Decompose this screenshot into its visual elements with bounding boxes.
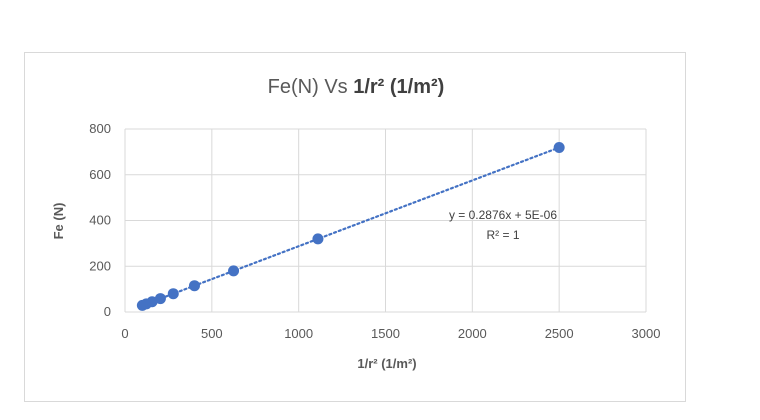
data-point bbox=[167, 288, 179, 300]
data-points bbox=[136, 142, 565, 311]
x-tick-label: 1000 bbox=[284, 326, 313, 341]
x-tick-label: 1500 bbox=[371, 326, 400, 341]
trendline-r-squared: R² = 1 bbox=[486, 228, 519, 242]
chart-title-normal: Fe(N) Vs bbox=[268, 76, 354, 98]
y-axis-title: Fe (N) bbox=[51, 203, 66, 240]
data-point bbox=[228, 265, 240, 277]
data-point bbox=[188, 280, 200, 292]
y-tick-label: 200 bbox=[89, 258, 111, 273]
data-point bbox=[553, 142, 565, 154]
scatter-chart: Fe(N) Vs 1/r² (1/m²) 0 200 400 600 800 0 500 10… bbox=[51, 76, 660, 371]
x-tick-label: 2000 bbox=[458, 326, 487, 341]
data-point bbox=[312, 233, 324, 245]
x-tick-label: 0 bbox=[121, 326, 128, 341]
chart-frame: Fe(N) Vs 1/r² (1/m²) 0 200 400 600 800 0 500 10… bbox=[24, 52, 686, 402]
gridlines bbox=[124, 128, 647, 313]
data-point bbox=[154, 293, 166, 305]
trendline-layer bbox=[141, 146, 561, 307]
trendline-equation: y = 0.2876x + 5E-06 bbox=[449, 208, 557, 222]
chart-title-bold: 1/r² (1/m²) bbox=[353, 76, 444, 98]
y-tick-label: 400 bbox=[89, 213, 111, 228]
x-tick-label: 3000 bbox=[632, 326, 661, 341]
data-point bbox=[146, 296, 158, 308]
trendline bbox=[141, 146, 561, 307]
y-tick-label: 600 bbox=[89, 167, 111, 182]
x-axis-title: 1/r² (1/m²) bbox=[357, 356, 416, 371]
y-tick-label: 800 bbox=[89, 121, 111, 136]
chart-title: Fe(N) Vs 1/r² (1/m²) bbox=[268, 76, 445, 98]
x-tick-label: 2500 bbox=[545, 326, 574, 341]
y-tick-label: 0 bbox=[104, 304, 111, 319]
x-tick-label: 500 bbox=[201, 326, 223, 341]
tick-labels: 0 200 400 600 800 0 500 1000 1500 2000 2500 3000 bbox=[89, 121, 660, 341]
